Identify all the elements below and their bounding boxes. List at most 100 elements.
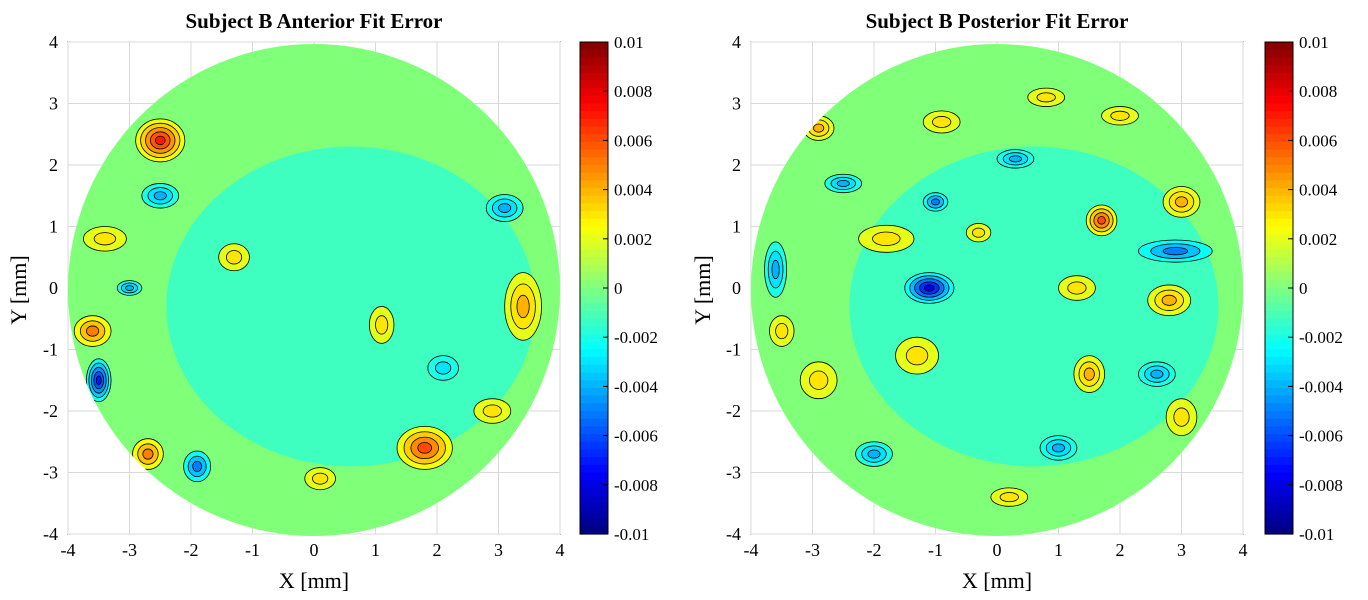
colorbar-segment bbox=[1265, 318, 1293, 328]
x-tick-label: -1 bbox=[928, 540, 943, 560]
colorbar-segment bbox=[580, 449, 608, 458]
y-tick-label: 4 bbox=[49, 32, 58, 52]
colorbar-segment bbox=[580, 341, 608, 351]
contour-level bbox=[775, 322, 789, 340]
colorbar-segment bbox=[1265, 118, 1293, 128]
colorbar-segment bbox=[580, 95, 608, 105]
contour-level bbox=[813, 123, 825, 133]
colorbar-segment bbox=[580, 472, 608, 481]
x-tick-label: -3 bbox=[122, 540, 137, 560]
colorbar-segment bbox=[580, 480, 608, 489]
contour-feature bbox=[799, 361, 838, 400]
contour-level bbox=[1150, 369, 1164, 379]
x-tick-label: 1 bbox=[1054, 540, 1063, 560]
contour-level bbox=[771, 259, 780, 280]
colorbar-segment bbox=[1265, 372, 1293, 381]
colorbar-segment bbox=[580, 118, 608, 128]
colorbar-segment bbox=[580, 418, 608, 427]
x-tick-label: 0 bbox=[993, 540, 1002, 560]
colorbar-segment bbox=[1265, 49, 1293, 58]
contour-level bbox=[867, 449, 881, 459]
colorbar-tick-label: 0.006 bbox=[1299, 131, 1337, 150]
colorbar-tick-label: -0.01 bbox=[614, 525, 649, 544]
colorbar-segment bbox=[580, 349, 608, 358]
colorbar-segment bbox=[1265, 518, 1293, 527]
y-tick-label: 0 bbox=[49, 278, 58, 298]
colorbar-segment bbox=[580, 434, 608, 443]
colorbar-segment bbox=[1265, 526, 1293, 535]
colorbar-segment bbox=[580, 257, 608, 266]
colorbar-segment bbox=[580, 165, 608, 174]
colorbar-tick-label: 0 bbox=[614, 279, 623, 298]
contour-feature bbox=[86, 358, 112, 403]
contour-level bbox=[86, 325, 100, 337]
colorbar-segment bbox=[1265, 480, 1293, 489]
colorbar-segment bbox=[1265, 457, 1293, 466]
colorbar-segment bbox=[1265, 418, 1293, 427]
colorbar-segment bbox=[580, 203, 608, 212]
contour-feature bbox=[135, 118, 186, 163]
colorbar-segment bbox=[1265, 172, 1293, 181]
contour-feature bbox=[855, 441, 893, 467]
colorbar-segment bbox=[580, 518, 608, 527]
x-tick-label: 4 bbox=[556, 540, 565, 560]
contour-level bbox=[932, 116, 952, 128]
x-tick-label: 4 bbox=[1239, 540, 1248, 560]
colorbar-segment bbox=[1265, 234, 1293, 243]
y-tick-label: -4 bbox=[726, 524, 741, 544]
x-tick-labels: -4 -3 -2 -1 0 1 2 3 4 bbox=[744, 540, 1248, 560]
colorbar-segment bbox=[580, 57, 608, 66]
contour-feature bbox=[485, 194, 524, 222]
colorbar-segment bbox=[580, 111, 608, 120]
contour-feature bbox=[858, 224, 915, 253]
colorbar-segment bbox=[1265, 426, 1293, 435]
colorbar-segment bbox=[1265, 434, 1293, 443]
y-tick-label: 1 bbox=[49, 217, 58, 237]
colorbar-segment bbox=[1265, 126, 1293, 135]
colorbar-segment bbox=[580, 387, 608, 397]
contour-level bbox=[154, 135, 166, 146]
contour-level bbox=[125, 285, 135, 291]
colorbar-segment bbox=[1265, 395, 1293, 404]
colorbar-segment bbox=[580, 357, 608, 366]
contour-level bbox=[312, 472, 329, 485]
colorbar-segment bbox=[580, 311, 608, 320]
colorbar-segment bbox=[1265, 241, 1293, 251]
x-tick-labels: -4 -3 -2 -1 0 1 2 3 4 bbox=[61, 540, 565, 560]
colorbar-segment bbox=[1265, 380, 1293, 389]
contour-level bbox=[482, 404, 502, 418]
colorbar-segment bbox=[1265, 264, 1293, 274]
colorbar-segment bbox=[1265, 357, 1293, 366]
colorbar-tick-label: -0.004 bbox=[1299, 377, 1343, 396]
colorbar-tick-label: 0.004 bbox=[1299, 181, 1338, 200]
contour-level bbox=[93, 232, 117, 246]
chart-title: Subject B Anterior Fit Error bbox=[185, 9, 442, 33]
contour-features bbox=[764, 87, 1219, 507]
colorbar-segment bbox=[1265, 257, 1293, 266]
contour-feature bbox=[1085, 204, 1118, 237]
contour-level bbox=[1036, 92, 1056, 103]
contour-background-region bbox=[166, 146, 536, 467]
y-tick-label: 3 bbox=[732, 94, 741, 114]
x-tick-label: 2 bbox=[433, 540, 442, 560]
contour-level bbox=[1067, 281, 1087, 295]
colorbar-segment bbox=[580, 234, 608, 243]
contour-level bbox=[836, 179, 850, 187]
colorbar-segment bbox=[580, 303, 608, 312]
colorbar-segment bbox=[580, 441, 608, 451]
y-tick-label: 0 bbox=[732, 278, 741, 298]
contour-feature bbox=[396, 425, 453, 470]
colorbar-tick-label: 0.008 bbox=[614, 82, 652, 101]
colorbar-segment bbox=[1265, 57, 1293, 66]
colorbar-segment bbox=[580, 487, 608, 497]
x-tick-label: 3 bbox=[494, 540, 503, 560]
y-tick-label: -4 bbox=[43, 524, 58, 544]
colorbar-segment bbox=[580, 264, 608, 274]
anterior-fit-error-figure: Subject B Anterior Fit Error -4 -3 -2 -1 0 1 2… bbox=[0, 0, 684, 595]
colorbar-segment bbox=[1265, 311, 1293, 320]
colorbar-segment bbox=[1265, 149, 1293, 158]
colorbar-segment bbox=[1265, 157, 1293, 166]
y-tick-labels: -4 -3 -2 -1 0 1 2 3 4 bbox=[726, 32, 741, 544]
contour-features bbox=[73, 118, 542, 491]
colorbar-segment bbox=[580, 218, 608, 228]
